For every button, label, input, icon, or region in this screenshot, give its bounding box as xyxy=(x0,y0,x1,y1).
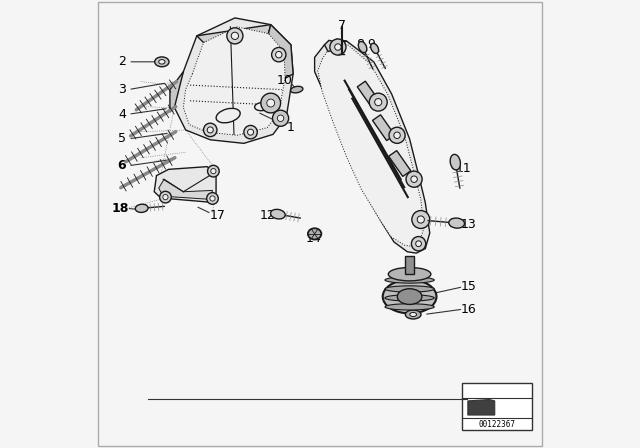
Text: 17: 17 xyxy=(210,208,226,222)
Circle shape xyxy=(417,216,424,223)
Bar xyxy=(388,151,411,177)
Text: 18: 18 xyxy=(112,202,129,215)
Circle shape xyxy=(335,44,341,50)
Text: 5: 5 xyxy=(118,132,126,146)
Circle shape xyxy=(277,115,284,121)
Text: 14: 14 xyxy=(305,232,321,245)
Polygon shape xyxy=(170,72,184,112)
Text: 7: 7 xyxy=(337,19,346,33)
Text: 6: 6 xyxy=(118,159,126,172)
Polygon shape xyxy=(184,27,285,135)
Text: 1: 1 xyxy=(287,121,295,134)
Circle shape xyxy=(207,165,220,177)
Circle shape xyxy=(211,168,216,174)
Polygon shape xyxy=(197,25,271,43)
Ellipse shape xyxy=(271,209,285,219)
Circle shape xyxy=(204,123,217,137)
Polygon shape xyxy=(174,18,293,143)
Text: 8: 8 xyxy=(356,38,364,52)
Circle shape xyxy=(207,193,218,204)
Ellipse shape xyxy=(383,280,436,314)
Ellipse shape xyxy=(135,204,148,212)
Circle shape xyxy=(207,127,213,133)
Circle shape xyxy=(412,237,426,251)
Circle shape xyxy=(227,28,243,44)
Circle shape xyxy=(412,211,430,228)
Ellipse shape xyxy=(385,277,434,283)
Text: 12: 12 xyxy=(259,209,275,223)
Ellipse shape xyxy=(449,218,465,228)
Polygon shape xyxy=(159,179,212,199)
Circle shape xyxy=(210,196,215,201)
Circle shape xyxy=(276,52,282,58)
Ellipse shape xyxy=(159,60,165,64)
Circle shape xyxy=(406,171,422,187)
Circle shape xyxy=(273,110,289,126)
Text: 9: 9 xyxy=(367,38,376,52)
Ellipse shape xyxy=(450,155,460,170)
Polygon shape xyxy=(468,400,495,415)
Polygon shape xyxy=(324,40,334,52)
Circle shape xyxy=(231,32,239,39)
Text: 00122367: 00122367 xyxy=(479,420,516,429)
Circle shape xyxy=(248,129,253,135)
Circle shape xyxy=(159,191,172,203)
Ellipse shape xyxy=(255,103,269,111)
Circle shape xyxy=(389,127,405,143)
Ellipse shape xyxy=(385,304,434,310)
Bar xyxy=(372,115,395,141)
Ellipse shape xyxy=(410,313,417,316)
Circle shape xyxy=(330,39,346,55)
Ellipse shape xyxy=(388,267,431,281)
Polygon shape xyxy=(324,39,347,47)
Ellipse shape xyxy=(385,286,434,292)
Text: 10: 10 xyxy=(276,74,292,87)
Text: 16: 16 xyxy=(461,302,477,316)
Circle shape xyxy=(369,93,387,111)
Circle shape xyxy=(244,125,257,139)
Polygon shape xyxy=(154,167,216,202)
Bar xyxy=(405,256,414,274)
Ellipse shape xyxy=(371,43,379,53)
Circle shape xyxy=(411,176,417,182)
Ellipse shape xyxy=(397,289,422,305)
Text: 13: 13 xyxy=(461,217,477,231)
Circle shape xyxy=(374,99,382,106)
Circle shape xyxy=(271,47,286,62)
Bar xyxy=(463,383,532,430)
Text: 3: 3 xyxy=(118,83,126,96)
Ellipse shape xyxy=(385,295,434,301)
Circle shape xyxy=(163,194,168,200)
Ellipse shape xyxy=(308,228,321,239)
Ellipse shape xyxy=(216,108,240,123)
Circle shape xyxy=(267,99,275,107)
Circle shape xyxy=(394,132,400,138)
Ellipse shape xyxy=(405,310,421,319)
Polygon shape xyxy=(269,25,293,78)
Circle shape xyxy=(261,93,280,113)
Polygon shape xyxy=(315,39,430,253)
Polygon shape xyxy=(317,43,424,246)
Ellipse shape xyxy=(155,57,169,67)
Text: 15: 15 xyxy=(461,280,477,293)
Ellipse shape xyxy=(291,86,303,93)
Text: 11: 11 xyxy=(456,161,471,175)
Text: 2: 2 xyxy=(118,55,126,69)
Circle shape xyxy=(416,241,421,246)
Text: 4: 4 xyxy=(118,108,126,121)
Ellipse shape xyxy=(358,42,367,52)
Bar xyxy=(357,81,380,107)
